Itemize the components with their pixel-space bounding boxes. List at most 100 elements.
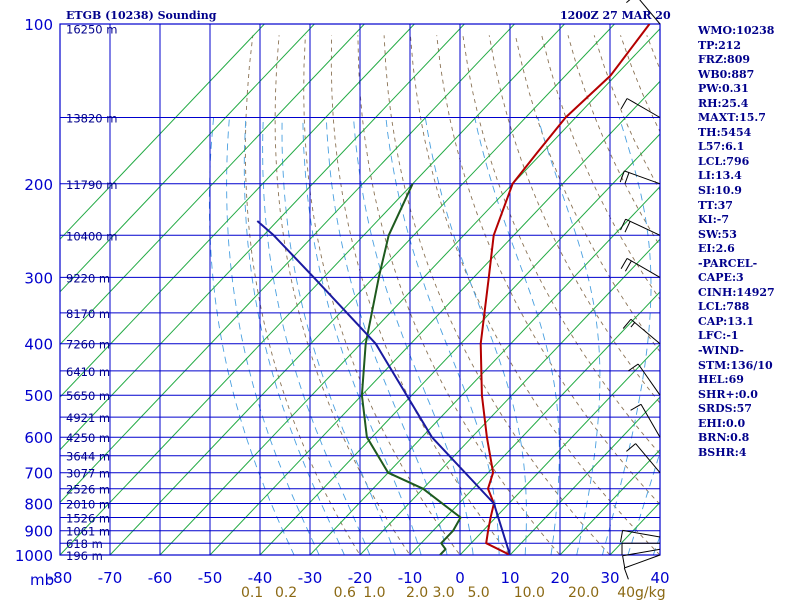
- index-item: FRZ:809: [698, 53, 751, 67]
- mixing-ratio-label: 3.0: [432, 585, 454, 600]
- station-title: ETGB (10238) Sounding: [66, 9, 217, 22]
- wind-barb: [620, 98, 661, 118]
- isotherm: [60, 24, 265, 240]
- isotherm: [459, 343, 660, 555]
- height-label: 6410 m: [66, 365, 110, 379]
- temperature-line: [479, 24, 651, 555]
- wind-barbs: [619, 0, 661, 580]
- parcel-line: [256, 220, 511, 555]
- isotherm: [359, 238, 660, 555]
- isotherm: [60, 24, 465, 451]
- wind-barb: [626, 0, 661, 25]
- isotherm: [60, 24, 365, 346]
- index-item: SI:10.9: [698, 184, 742, 198]
- height-label: 4250 m: [66, 431, 110, 445]
- dry-adiabat: [244, 35, 361, 555]
- index-item: STM:136/10: [698, 358, 773, 372]
- pressure-tick: 600: [24, 429, 53, 447]
- height-label: 2526 m: [66, 483, 110, 497]
- index-item: SW:53: [698, 227, 737, 241]
- isotherm: [60, 24, 515, 504]
- wind-barb: [620, 218, 661, 236]
- isotherm: [309, 185, 660, 555]
- mixing-ratio-label: 0.1: [241, 585, 263, 600]
- isotherm: [559, 449, 660, 555]
- isotherm: [259, 133, 660, 555]
- pressure-tick: 800: [24, 496, 53, 514]
- wind-barb: [626, 443, 661, 474]
- index-item: HEL:69: [698, 373, 744, 387]
- index-item: TT:37: [698, 198, 733, 212]
- index-item: CAP:13.1: [698, 314, 755, 328]
- mixing-ratio-label: 40g/kg: [617, 585, 665, 600]
- moist-adiabat: [385, 117, 500, 555]
- height-label: 1061 m: [66, 525, 110, 539]
- index-item: LFC:-1: [698, 329, 739, 343]
- mixing-ratio-label: 2.0: [406, 585, 428, 600]
- pressure-tick: 900: [24, 523, 53, 541]
- indices-panel: WMO:10238 TP:212 FRZ:809 WB0:887 PW:0.31 RH:2…: [698, 24, 775, 460]
- height-label: 618 m: [66, 537, 103, 551]
- height-label: 3644 m: [66, 450, 110, 464]
- height-label: 7260 m: [66, 338, 110, 352]
- index-item: -PARCEL-: [698, 256, 758, 270]
- height-label: 10400 m: [66, 229, 117, 243]
- index-item: TH:5454: [698, 125, 752, 139]
- isotherm: [509, 396, 660, 555]
- index-item: RH:25.4: [698, 96, 749, 110]
- temperature-tick: 20: [550, 569, 569, 587]
- temperature-tick: 30: [600, 569, 619, 587]
- pressure-tick: 100: [24, 16, 53, 34]
- moist-adiabat: [262, 117, 371, 555]
- dry-adiabat: [778, 35, 800, 566]
- index-item: CINH:14927: [698, 285, 775, 299]
- moist-adiabat: [325, 117, 448, 555]
- index-item: -WIND-: [698, 344, 744, 358]
- index-item: LCL:788: [698, 300, 750, 314]
- temperature-tick: 0: [455, 569, 465, 587]
- profiles: [256, 24, 651, 555]
- pressure-tick: 500: [24, 387, 53, 405]
- height-label: 196 m: [66, 549, 103, 563]
- temperature-tick-labels: -80 -70 -60 -50 -40 -30 -20 -10 0 10 20 30 40: [48, 569, 670, 587]
- dry-adiabat: [436, 35, 660, 506]
- index-item: TP:212: [698, 38, 742, 52]
- wind-barb: [622, 318, 661, 345]
- moist-adiabat: [474, 117, 560, 555]
- index-item: SHR+:0.0: [698, 387, 758, 401]
- wind-barb: [623, 554, 661, 580]
- dry-adiabat: [488, 35, 660, 404]
- dry-adiabat: [462, 35, 660, 455]
- dry-adiabat: [303, 35, 461, 555]
- height-label: 11790 m: [66, 178, 117, 192]
- height-labels: 16250 m 13820 m 11790 m 10400 m 9220 m 8170 m…: [66, 23, 117, 563]
- wind-barb: [619, 170, 661, 185]
- wind-barb: [621, 542, 660, 556]
- index-item: SRDS:57: [698, 402, 752, 416]
- pressure-tick: 300: [24, 269, 53, 287]
- height-label: 13820 m: [66, 112, 117, 126]
- mixing-ratio-labels: 0.1 0.2 0.6 1.0 2.0 3.0 5.0 10.0 20.0 40g/kg: [241, 585, 666, 600]
- index-item: WB0:887: [698, 67, 755, 81]
- temperature-tick: -10: [398, 569, 423, 587]
- height-label: 1526 m: [66, 512, 110, 526]
- isotherm: [109, 24, 615, 555]
- mixing-ratio-label: 0.2: [275, 585, 297, 600]
- index-item: PW:0.31: [698, 82, 749, 96]
- moist-adiabat: [537, 117, 601, 555]
- pressure-tick: 200: [24, 176, 53, 194]
- isotherm: [209, 80, 660, 555]
- wind-barb: [620, 529, 661, 543]
- height-label: 2010 m: [66, 498, 110, 512]
- index-item: CAPE:3: [698, 271, 744, 285]
- moist-adiabat: [208, 117, 295, 555]
- index-item: EI:2.6: [698, 242, 735, 256]
- index-item: MAXT:15.7: [698, 111, 766, 125]
- mixing-ratio-label: 1.0: [363, 585, 385, 600]
- pressure-grid: [59, 23, 661, 556]
- isotherm: [60, 24, 565, 555]
- index-item: LI:13.4: [698, 169, 742, 183]
- pressure-tick: 400: [24, 336, 53, 354]
- temperature-tick: -40: [248, 569, 273, 587]
